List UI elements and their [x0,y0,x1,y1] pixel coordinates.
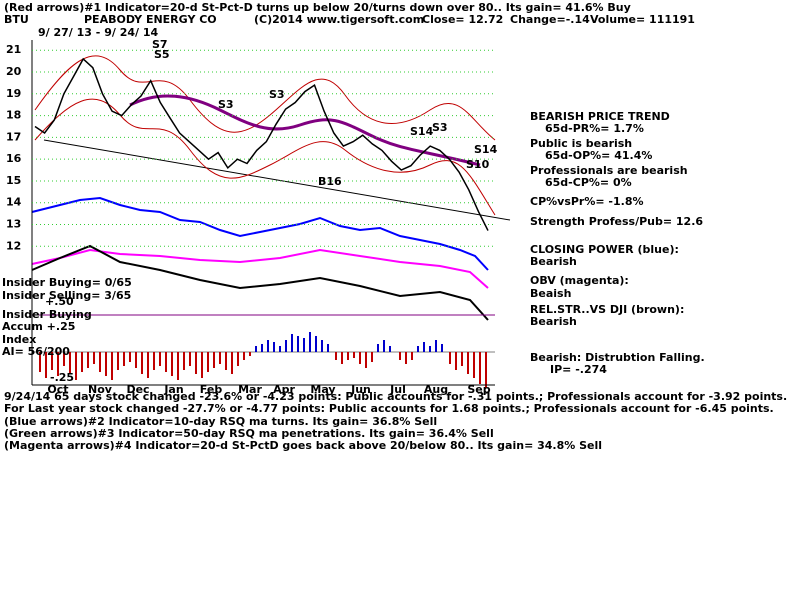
annotation: S10 [466,158,490,171]
x-tick-label: Aug [424,383,448,396]
x-tick-label: Nov [88,383,113,396]
side-note: OBV (magenta): [530,274,629,287]
left-note: +.50 [45,295,74,308]
y-tick-label: 13 [6,218,21,231]
left-note: Insider Selling= 3/65 [2,289,131,302]
x-tick-label: May [310,383,335,396]
upper-band [34,55,496,141]
side-note: Beaish [530,287,571,300]
left-note: Insider Buying [2,308,92,321]
footer-line: (Blue arrows)#2 Indicator=10-day RSQ ma … [4,415,437,428]
side-note: Public is bearish [530,137,632,150]
x-tick-label: Dec [126,383,149,396]
x-tick-label: Feb [200,383,223,396]
y-tick-label: 18 [6,109,21,122]
footer-line: For Last year stock changed -27.7% or -4… [4,402,774,415]
side-note: BEARISH PRICE TREND [530,110,670,123]
x-tick-label: Jul [389,383,406,396]
annotation: S3 [269,88,285,101]
y-tick-label: 19 [6,87,21,100]
x-tick-label: Mar [238,383,262,396]
annotation: S3 [218,98,234,111]
accum-positive [255,332,443,352]
side-note: 65d-PR%= 1.7% [545,122,644,135]
side-note: Bearish [530,255,577,268]
company: PEABODY ENERGY CO [84,13,217,26]
y-tick-label: 20 [6,65,22,78]
footer-line: (Green arrows)#3 Indicator=50-day RSQ ma… [4,427,494,440]
accum-negative [39,352,487,388]
left-note: Insider Buying= 0/65 [2,276,132,289]
trend-line [43,139,511,221]
x-tick-label: Jun [350,383,371,396]
obv [31,248,489,289]
copyright: (C)2014 www.tigersoft.com [254,13,424,26]
side-note: Strength Profess/Pub= 12.6 [530,215,703,228]
close: Close= 12.72 [422,13,503,26]
moving-average [129,94,481,167]
lower-band [34,98,496,216]
y-tick-label: 15 [6,174,21,187]
ticker: BTU [4,13,29,26]
annotation: S14 [474,143,498,156]
side-note: CLOSING POWER (blue): [530,243,679,256]
header: (Red arrows)#1 Indicator=20-d St-Pct-D t… [4,1,631,14]
annotation: S14 [410,125,434,138]
price-line [34,57,489,231]
volume: Volume= 111191 [590,13,695,26]
left-note: Index [2,333,36,346]
side-note: Bearish: Distrubtion Falling. [530,351,705,364]
side-note: REL.STR..VS DJI (brown): [530,303,684,316]
date-range: 9/ 27/ 13 - 9/ 24/ 14 [38,26,158,39]
y-tick-label: 21 [6,43,21,56]
footer-line: (Magenta arrows)#4 Indicator=20-d St-Pct… [4,439,602,452]
side-note: CP%vsPr%= -1.8% [530,195,644,208]
side-note: IP= -.274 [550,363,607,376]
x-tick-label: Sep [467,383,490,396]
left-note: -.25 [50,371,74,384]
side-note: Bearish [530,315,577,328]
side-note: 65d-OP%= 41.4% [545,149,652,162]
rel-strength [31,244,489,321]
y-tick-label: 16 [6,152,22,165]
annotation: B16 [318,175,342,188]
x-tick-label: Jan [163,383,183,396]
annotation: S3 [432,121,448,134]
y-tick-label: 17 [6,130,21,143]
left-note: AI= 56/200 [2,345,70,358]
y-tick-label: 12 [6,239,21,252]
change: Change=-.14 [510,13,590,26]
side-note: 65d-CP%= 0% [545,176,632,189]
annotation: S5 [154,48,170,61]
x-tick-label: Apr [273,383,295,396]
y-tick-label: 14 [6,196,22,209]
x-tick-label: Oct [47,383,68,396]
annotation: S7 [152,38,168,51]
closing-power [31,196,489,271]
side-note: Professionals are bearish [530,164,688,177]
left-note: Accum +.25 [2,320,75,333]
footer-line: 9/24/14 65 days stock changed -23.6% or … [4,390,787,403]
